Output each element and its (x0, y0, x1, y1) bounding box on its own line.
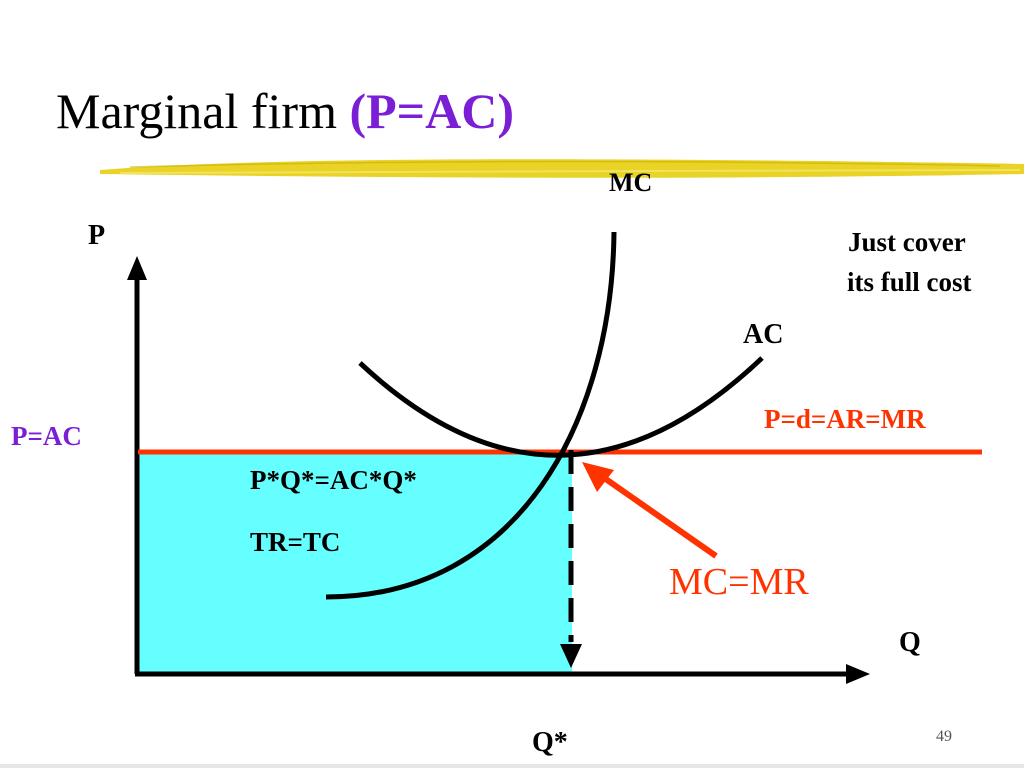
y-axis-arrowhead (127, 256, 147, 280)
y-axis-label: P (88, 220, 106, 251)
price-line-label: P=d=AR=MR (764, 404, 926, 434)
ac-curve (358, 356, 764, 458)
ac-label: AC (743, 319, 784, 350)
note-line-2: its full cost (847, 267, 972, 297)
footer-divider (0, 764, 1024, 768)
title-underline-brush (100, 159, 1024, 178)
mc-mr-pointer-arrow (598, 472, 718, 559)
mc-curve (325, 231, 617, 600)
x-axis-label: Q (899, 627, 921, 658)
mc-label: MC (609, 168, 653, 197)
mc-mr-pointer-arrowhead (582, 462, 614, 492)
q-star-arrowhead (560, 644, 582, 668)
quantity-label: Q* (532, 727, 568, 758)
price-level-label: P=AC (11, 421, 82, 451)
area-equation-2: TR=TC (250, 527, 341, 557)
equilibrium-label: MC=MR (669, 561, 809, 603)
area-equation-1: P*Q*=AC*Q* (250, 465, 417, 495)
note-line-1: Just cover (848, 227, 966, 257)
slide-title: Marginal firm (P=AC) (56, 84, 514, 139)
x-axis-arrowhead (846, 664, 870, 684)
title-main: Marginal firm (56, 83, 350, 139)
page-number: 49 (936, 728, 952, 745)
title-highlight: (P=AC) (349, 83, 515, 139)
total-revenue-area (138, 452, 572, 674)
